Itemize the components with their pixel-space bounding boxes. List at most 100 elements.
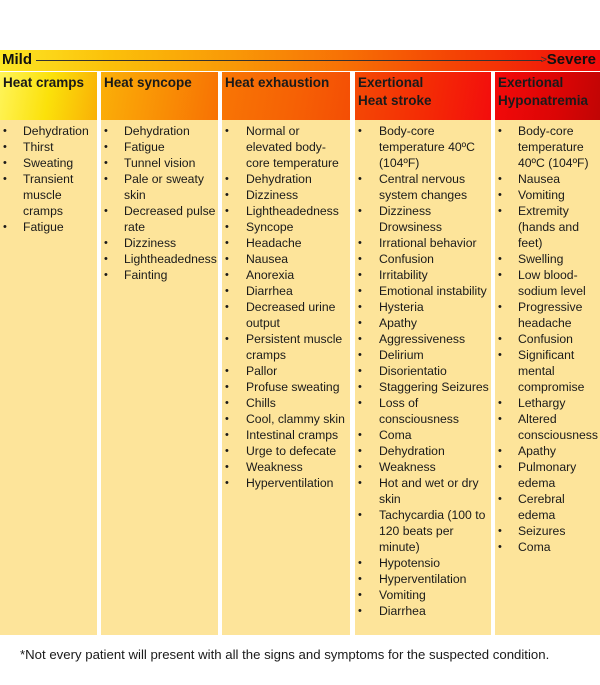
symptom-item: Nausea bbox=[222, 251, 350, 267]
symptom-item: Chills bbox=[222, 395, 350, 411]
footnote: *Not every patient will present with all… bbox=[20, 647, 550, 662]
symptom-item: Weakness bbox=[222, 459, 350, 475]
symptom-item: Loss of consciousness bbox=[355, 395, 491, 427]
column-title: Heat exhaustion bbox=[225, 75, 330, 90]
severe-label: Severe bbox=[546, 51, 596, 68]
column-header: Heat cramps bbox=[0, 72, 97, 120]
symptom-item: Nausea bbox=[495, 171, 600, 187]
symptom-item: Urge to defecate bbox=[222, 443, 350, 459]
symptom-item: Confusion bbox=[355, 251, 491, 267]
arrow-right-icon: > bbox=[540, 54, 547, 66]
symptom-item: Anorexia bbox=[222, 267, 350, 283]
symptom-item: Thirst bbox=[0, 139, 97, 155]
symptom-item: Lightheadedness bbox=[222, 203, 350, 219]
symptom-item: Staggering Seizures bbox=[355, 379, 491, 395]
symptom-item: Pulmonary edema bbox=[495, 459, 600, 491]
column-title-line2: Heat stroke bbox=[358, 93, 432, 108]
symptom-item: Cerebral edema bbox=[495, 491, 600, 523]
symptom-item: Profuse sweating bbox=[222, 379, 350, 395]
symptom-item: Intestinal cramps bbox=[222, 427, 350, 443]
symptom-item: Diarrhea bbox=[222, 283, 350, 299]
symptom-list-panel: DehydrationFatigueTunnel visionPale or s… bbox=[101, 120, 218, 635]
symptom-item: Pallor bbox=[222, 363, 350, 379]
column-header: Exertional Hyponatremia bbox=[495, 72, 600, 120]
column-header: Exertional Heat stroke bbox=[355, 72, 491, 120]
symptom-item: Pale or sweaty skin bbox=[101, 171, 218, 203]
symptom-item: Dehydration bbox=[101, 123, 218, 139]
symptom-item: Seizures bbox=[495, 523, 600, 539]
symptom-item: Coma bbox=[495, 539, 600, 555]
symptom-item: Dizziness bbox=[222, 187, 350, 203]
symptom-item: Extremity (hands and feet) bbox=[495, 203, 600, 251]
symptom-item: Tachycardia (100 to 120 beats per minute… bbox=[355, 507, 491, 555]
symptom-item: Sweating bbox=[0, 155, 97, 171]
symptom-item: Tunnel vision bbox=[101, 155, 218, 171]
symptom-item: Confusion bbox=[495, 331, 600, 347]
column-title: Exertional bbox=[358, 75, 424, 90]
symptom-item: Low blood-sodium level bbox=[495, 267, 600, 299]
symptom-item: Hypotensio bbox=[355, 555, 491, 571]
symptom-item: Fatigue bbox=[101, 139, 218, 155]
symptom-item: Fainting bbox=[101, 267, 218, 283]
symptom-item: Apathy bbox=[495, 443, 600, 459]
symptom-item: Fatigue bbox=[0, 219, 97, 235]
column-exertional-hyponatremia: Exertional Hyponatremia Body-core temper… bbox=[495, 72, 600, 635]
symptom-list: Body-core temperature 40ºC (104ºF)Centra… bbox=[355, 120, 491, 619]
symptom-list: DehydrationFatigueTunnel visionPale or s… bbox=[101, 120, 218, 283]
symptom-list: Normal or elevated body-core temperature… bbox=[222, 120, 350, 491]
column-title-line2: Hyponatremia bbox=[498, 93, 589, 108]
symptom-item: Decreased pulse rate bbox=[101, 203, 218, 235]
severity-scale-bar: Mild > Severe bbox=[0, 50, 600, 71]
symptom-item: Irrational behavior bbox=[355, 235, 491, 251]
column-heat-exhaustion: Heat exhaustion Normal or elevated body-… bbox=[222, 72, 350, 635]
column-header: Heat syncope bbox=[101, 72, 218, 120]
symptom-item: Decreased urine output bbox=[222, 299, 350, 331]
column-exertional-heat-stroke: Exertional Heat stroke Body-core tempera… bbox=[355, 72, 491, 635]
symptom-item: Lightheadedness bbox=[101, 251, 218, 267]
symptom-list: Body-core temperature 40ºC (104ºF)Nausea… bbox=[495, 120, 600, 555]
symptom-item: Aggressiveness bbox=[355, 331, 491, 347]
symptom-item: Syncope bbox=[222, 219, 350, 235]
column-heat-syncope: Heat syncope DehydrationFatigueTunnel vi… bbox=[101, 72, 218, 635]
symptom-item: Delirium bbox=[355, 347, 491, 363]
symptom-list-panel: Body-core temperature 40ºC (104ºF)Centra… bbox=[355, 120, 491, 635]
symptom-item: Body-core temperature 40ºC (104ºF) bbox=[355, 123, 491, 171]
symptom-item: Progressive headache bbox=[495, 299, 600, 331]
symptom-item: Emotional instability bbox=[355, 283, 491, 299]
symptom-item: Dizziness Drowsiness bbox=[355, 203, 491, 235]
symptom-item: Irritability bbox=[355, 267, 491, 283]
symptom-item: Normal or elevated body-core temperature bbox=[222, 123, 350, 171]
column-title: Exertional bbox=[498, 75, 564, 90]
symptom-item: Persistent muscle cramps bbox=[222, 331, 350, 363]
symptom-item: Body-core temperature 40ºC (104ºF) bbox=[495, 123, 600, 171]
symptom-item: Vomiting bbox=[495, 187, 600, 203]
symptom-item: Headache bbox=[222, 235, 350, 251]
symptom-item: Transient muscle cramps bbox=[0, 171, 97, 219]
symptom-item: Cool, clammy skin bbox=[222, 411, 350, 427]
symptom-item: Altered consciousness bbox=[495, 411, 600, 443]
symptom-item: Dizziness bbox=[101, 235, 218, 251]
symptom-item: Dehydration bbox=[355, 443, 491, 459]
symptom-item: Coma bbox=[355, 427, 491, 443]
symptom-item: Swelling bbox=[495, 251, 600, 267]
symptom-item: Significant mental compromise bbox=[495, 347, 600, 395]
symptom-item: Hot and wet or dry skin bbox=[355, 475, 491, 507]
mild-label: Mild bbox=[2, 51, 32, 68]
symptom-item: Hysteria bbox=[355, 299, 491, 315]
symptom-item: Hyperventilation bbox=[355, 571, 491, 587]
symptom-item: Vomiting bbox=[355, 587, 491, 603]
severity-arrow-line bbox=[36, 60, 542, 61]
symptom-list-panel: DehydrationThirstSweatingTransient muscl… bbox=[0, 120, 97, 635]
symptom-item: Dehydration bbox=[0, 123, 97, 139]
symptom-item: Apathy bbox=[355, 315, 491, 331]
column-title: Heat cramps bbox=[3, 75, 85, 90]
symptom-list: DehydrationThirstSweatingTransient muscl… bbox=[0, 120, 97, 235]
symptom-item: Weakness bbox=[355, 459, 491, 475]
symptom-item: Dehydration bbox=[222, 171, 350, 187]
symptom-list-panel: Body-core temperature 40ºC (104ºF)Nausea… bbox=[495, 120, 600, 635]
symptom-item: Central nervous system changes bbox=[355, 171, 491, 203]
symptom-item: Diarrhea bbox=[355, 603, 491, 619]
symptom-list-panel: Normal or elevated body-core temperature… bbox=[222, 120, 350, 635]
symptom-item: Lethargy bbox=[495, 395, 600, 411]
symptom-item: Hyperventilation bbox=[222, 475, 350, 491]
